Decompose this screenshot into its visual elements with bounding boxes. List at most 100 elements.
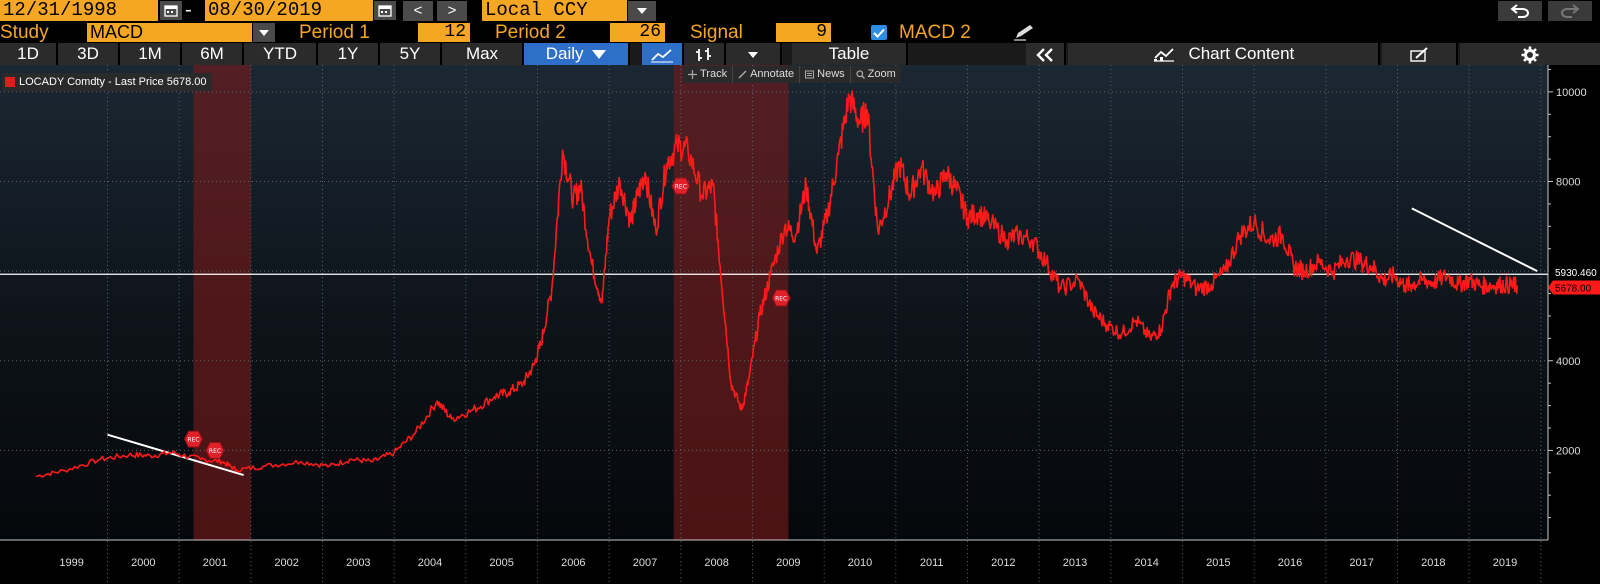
ohlc-chart-icon[interactable] [684, 43, 726, 65]
x-tick-label: 2014 [1134, 557, 1158, 569]
chart-type-dropdown-icon[interactable] [726, 43, 782, 65]
period2-label: Period 2 [495, 22, 566, 43]
zoom-label: Zoom [867, 68, 896, 80]
range-1m[interactable]: 1M [120, 43, 182, 65]
recession-marker-shape [671, 177, 691, 195]
study-label: Study [0, 22, 49, 43]
currency-dropdown-icon[interactable] [628, 1, 656, 21]
x-tick-label: 2009 [776, 557, 800, 569]
x-tick-label: 2015 [1206, 557, 1230, 569]
recession-marker-shape [183, 430, 204, 448]
macd2-label: MACD 2 [899, 22, 971, 43]
recession-marker-label: REC [209, 448, 221, 455]
range-1d[interactable]: 1D [0, 43, 58, 65]
x-tick-label: 2010 [848, 557, 872, 569]
y-tick-label: 4000 [1556, 356, 1580, 368]
annotate-label: Annotate [750, 68, 795, 80]
study-bar: Study MACD Period 1 12 Period 2 26 Signa… [0, 22, 1600, 43]
collapse-icon[interactable] [1026, 43, 1066, 65]
x-tick-label: 2001 [203, 557, 227, 569]
crosshair-icon [688, 70, 697, 79]
news-button[interactable]: News [800, 66, 851, 83]
chart-legend[interactable]: LOCADY Comdty - Last Price 5678.00 [2, 73, 212, 91]
track-label: Track [700, 68, 728, 80]
annotate-button[interactable]: Annotate [733, 66, 801, 83]
recession-marker[interactable]: REC [205, 441, 225, 459]
range-6m[interactable]: 6M [182, 43, 244, 65]
chart-content-icon [1153, 47, 1174, 62]
legend-text: LOCADY Comdty - Last Price 5678.00 [19, 76, 207, 88]
recession-band [673, 65, 789, 540]
news-label: News [817, 68, 845, 80]
study-select[interactable]: MACD [87, 23, 252, 42]
range-ytd[interactable]: YTD [244, 43, 318, 65]
zoom-button[interactable]: Zoom [851, 66, 901, 83]
x-tick-label: 2000 [131, 557, 155, 569]
next-period-button[interactable]: > [437, 1, 467, 21]
recession-marker-label: REC [675, 183, 687, 190]
settings-gear-icon[interactable] [1460, 43, 1600, 65]
last-price-tag-text: 5678.00 [1555, 284, 1592, 295]
recession-marker-shape [205, 441, 225, 459]
price-series-line[interactable] [35, 90, 1518, 478]
range-5y[interactable]: 5Y [380, 43, 442, 65]
recession-marker[interactable]: REC [771, 289, 791, 307]
chart-content-label: Chart Content [1188, 44, 1295, 63]
range-1y[interactable]: 1Y [318, 43, 380, 65]
line-chart-icon[interactable] [642, 43, 684, 65]
period2-field[interactable]: 26 [610, 23, 665, 42]
end-date-field[interactable]: 08/30/2019 [205, 0, 373, 21]
pencil-icon[interactable] [1012, 24, 1038, 46]
magnifier-icon [856, 70, 865, 79]
y-tick-label: 2000 [1556, 445, 1580, 457]
trendline[interactable] [1411, 207, 1538, 273]
range-max[interactable]: Max [442, 43, 524, 65]
macd2-checkbox[interactable] [871, 25, 887, 40]
reference-price-tag: 5930.460 [1548, 265, 1600, 280]
x-tick-label: 2012 [991, 557, 1015, 569]
recession-marker-label: REC [187, 437, 199, 444]
x-tick-label: 2017 [1349, 557, 1373, 569]
annotate-icon [738, 70, 747, 79]
y-axis-background [1548, 65, 1600, 584]
range-3d[interactable]: 3D [58, 43, 120, 65]
recession-marker[interactable]: REC [183, 430, 204, 448]
x-tick-label: 2003 [346, 557, 370, 569]
recession-marker-label: REC [775, 296, 787, 303]
start-date-field[interactable]: 12/31/1998 [0, 0, 158, 21]
period1-field[interactable]: 12 [418, 23, 470, 42]
frequency-label: Daily [545, 44, 584, 63]
news-icon [805, 70, 815, 79]
start-calendar-icon[interactable] [160, 1, 182, 20]
edit-chart-icon[interactable] [1382, 43, 1458, 65]
x-tick-label: 2018 [1421, 557, 1445, 569]
end-calendar-icon[interactable] [374, 1, 396, 20]
recession-marker[interactable]: REC [671, 177, 691, 195]
period1-label: Period 1 [299, 22, 370, 43]
x-tick-label: 2006 [561, 557, 585, 569]
x-tick-label: 2019 [1493, 557, 1517, 569]
x-tick-label: 2002 [274, 557, 298, 569]
track-button[interactable]: Track [683, 66, 734, 83]
undo-icon[interactable] [1498, 1, 1542, 21]
frequency-select[interactable]: Daily [524, 43, 630, 65]
x-tick-label: 2005 [489, 557, 513, 569]
prev-period-button[interactable]: < [403, 1, 433, 21]
study-dropdown-icon[interactable] [253, 23, 275, 42]
currency-select[interactable]: Local CCY [482, 0, 627, 21]
signal-label: Signal [690, 22, 743, 43]
trendline[interactable] [107, 433, 244, 476]
x-tick-label: 2013 [1063, 557, 1087, 569]
x-tick-label: 2011 [920, 557, 944, 569]
last-price-tag: 5678.00 [1548, 280, 1600, 295]
chart-content-button[interactable]: Chart Content [1068, 43, 1380, 65]
redo-icon[interactable] [1548, 1, 1592, 21]
date-separator: - [185, 0, 192, 21]
date-range-bar: 12/31/1998 - 08/30/2019 < > Local CCY [0, 0, 1600, 22]
x-axis-background [0, 540, 1548, 584]
table-button[interactable]: Table [792, 43, 908, 65]
chart-toolbar: 1D 3D 1M 6M YTD 1Y 5Y Max Daily Table Ch… [0, 43, 1600, 65]
signal-field[interactable]: 9 [776, 23, 831, 42]
